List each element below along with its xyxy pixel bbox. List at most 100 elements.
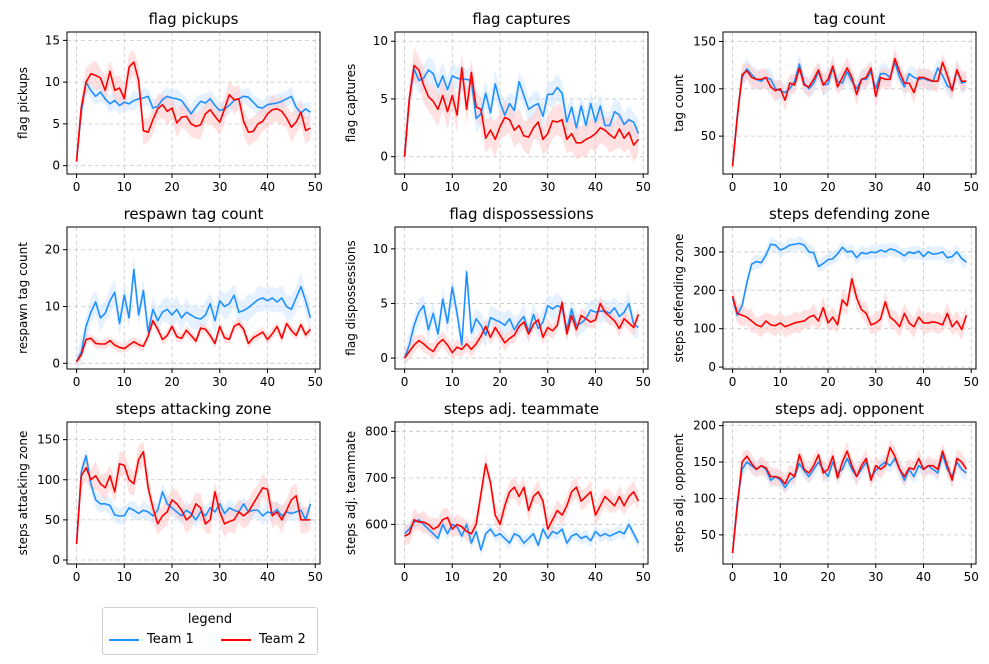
x-tick-label-5: 50 [964,375,979,389]
y-tick-label-0: 0 [380,150,388,164]
y-axis-label: flag pickups [16,67,30,139]
series-line-team-2 [403,301,640,359]
subplot-title: steps attacking zone [116,400,272,418]
y-tick-label-0: 50 [701,528,716,542]
x-tick-label-5: 50 [636,180,651,194]
x-tick-label-0: 0 [73,570,81,584]
series-line-team-2 [731,278,968,331]
x-tick-label-3: 30 [868,180,883,194]
y-tick-label-0: 0 [52,159,60,173]
subplot-4: 0 10 20 30 40 50 0 5 10 flag dispossessions flag d… [344,205,651,389]
y-tick-label-2: 150 [693,455,716,469]
y-tick-label-2: 10 [45,75,60,89]
plot-frame [66,421,321,565]
x-tick-label-1: 10 [445,570,460,584]
y-tick-label-0: 0 [708,360,716,374]
x-tick-label-3: 30 [868,375,883,389]
x-tick-label-1: 10 [117,570,132,584]
x-tick-label-2: 20 [820,570,835,584]
x-tick-label-5: 50 [636,375,651,389]
subplot-title: steps defending zone [769,205,930,223]
subplot-7: 0 10 20 30 40 50 600 700 800 steps adj. teammate s… [344,400,651,584]
legend-swatch-team-1 [109,638,139,641]
series-line-team-2 [75,319,312,363]
legend-swatch-team-2 [221,638,251,641]
y-tick-label-0: 0 [52,356,60,370]
plot-frame [66,31,321,175]
y-tick-label-1: 100 [693,491,716,505]
series-line-team-2 [75,61,311,162]
subplot-title: steps adj. opponent [775,400,924,418]
x-tick-label-1: 10 [773,375,788,389]
series-line-team-2 [731,446,968,554]
y-axis-label: respawn tag count [16,242,30,354]
band-team-1 [404,512,639,556]
x-tick-label-3: 30 [212,180,227,194]
subplot-title: flag dispossessions [449,205,593,223]
x-tick-label-5: 50 [308,570,323,584]
y-axis-label: steps adj. opponent [672,433,686,552]
y-axis-label: steps adj. teammate [344,431,358,555]
y-tick-label-3: 150 [37,433,60,447]
x-tick-label-3: 30 [540,375,555,389]
y-axis-label: flag captures [344,64,358,143]
y-axis-label: steps attacking zone [16,431,30,556]
subplot-title: tag count [814,10,886,28]
x-tick-label-4: 40 [260,180,275,194]
y-tick-label-2: 150 [693,34,716,48]
series-line-team-1 [731,61,967,165]
plot-frame [394,226,649,370]
y-tick-label-2: 100 [37,473,60,487]
subplot-6: 0 10 20 30 40 50 0 50 100 150 steps attacking zone… [16,400,323,584]
x-tick-label-2: 20 [820,375,835,389]
series-line-team-2 [404,463,640,537]
legend-title: legend [187,612,233,627]
x-tick-label-0: 0 [729,180,737,194]
x-tick-label-0: 0 [729,375,737,389]
subplot-2: 0 10 20 30 40 50 50 100 150 tag count tag count [672,10,979,194]
subplot-title: flag pickups [149,10,239,28]
y-tick-label-0: 0 [52,553,60,567]
x-tick-label-3: 30 [212,375,227,389]
plot-frame [66,226,321,370]
band-team-1 [76,75,311,172]
y-tick-label-1: 5 [380,92,388,106]
subplot-title: steps adj. teammate [444,400,599,418]
x-tick-label-3: 30 [540,570,555,584]
x-tick-label-3: 30 [212,570,227,584]
x-tick-label-1: 10 [117,180,132,194]
y-tick-label-1: 700 [365,471,388,485]
subplot-title: flag captures [472,10,570,28]
x-tick-label-2: 20 [492,180,507,194]
subplot-8: 0 10 20 30 40 50 50 100 150 200 steps adj. opponen… [672,400,979,584]
x-tick-label-1: 10 [773,180,788,194]
y-tick-label-1: 100 [693,322,716,336]
subplot-3: 0 10 20 30 40 50 0 10 20 respawn tag count respawn… [16,205,323,389]
x-tick-label-2: 20 [164,570,179,584]
series-line-team-1 [403,270,639,359]
y-axis-label: tag count [672,74,686,132]
plot-frame [394,421,649,565]
y-tick-label-2: 10 [373,34,388,48]
series-line-team-2 [75,450,311,544]
y-tick-label-3: 200 [693,419,716,433]
y-tick-label-2: 200 [693,283,716,297]
x-tick-label-0: 0 [729,570,737,584]
x-tick-label-5: 50 [636,570,651,584]
series-line-team-1 [403,68,640,157]
series-line-team-2 [731,57,967,167]
series-line-team-1 [403,518,640,551]
x-tick-label-5: 50 [964,180,979,194]
y-tick-label-3: 300 [693,245,716,259]
y-tick-label-1: 10 [45,300,60,314]
x-tick-label-0: 0 [73,375,81,389]
plot-frame [722,31,977,175]
plot-frame [394,31,649,175]
x-tick-label-0: 0 [401,180,409,194]
subplot-title: respawn tag count [124,205,264,223]
legend-item-team-2: Team 2 [221,632,306,647]
x-tick-label-5: 50 [308,180,323,194]
series-line-team-1 [731,242,967,317]
x-tick-label-0: 0 [401,375,409,389]
x-tick-label-5: 50 [308,375,323,389]
